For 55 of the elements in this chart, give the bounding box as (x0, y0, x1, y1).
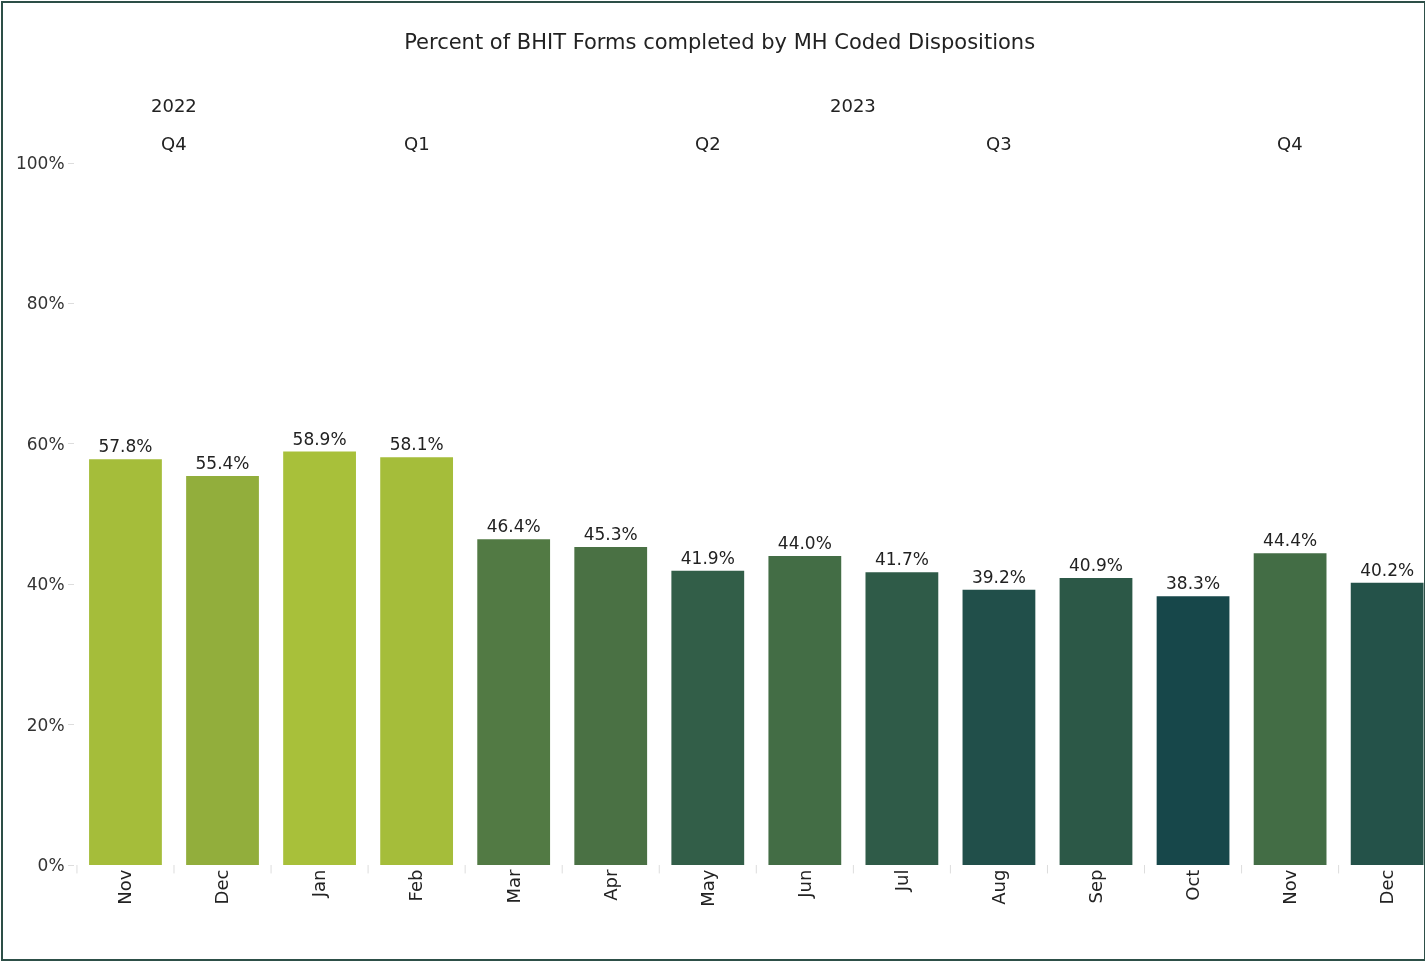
x-tick-label: Apr (599, 869, 621, 901)
data-label: 57.8% (98, 436, 153, 457)
chart-title: Percent of BHIT Forms completed by MH Coded Dispositions (404, 30, 1036, 55)
data-label: 40.2% (1360, 559, 1415, 580)
text: Q1 (404, 133, 430, 154)
data-label: 55.4% (195, 453, 250, 474)
y-tick-label: 0% (37, 854, 65, 875)
bar (380, 457, 454, 865)
bar (962, 589, 1036, 865)
x-tick-label: Sep (1084, 869, 1106, 904)
text: Q4 (161, 133, 187, 154)
bar (768, 556, 842, 865)
x-tick-label: Jan (308, 869, 330, 899)
text: Q2 (695, 133, 721, 154)
bar (89, 459, 162, 865)
data-label: 45.3% (583, 523, 638, 544)
y-tick-label: 60% (26, 433, 65, 454)
text: Q3 (986, 133, 1012, 154)
data-label: 58.1% (389, 434, 444, 455)
y-tick-label: 20% (26, 714, 65, 735)
bar (186, 476, 259, 865)
data-label: 40.9% (1068, 554, 1123, 575)
bar (1253, 553, 1327, 865)
x-tick-label: Dec (211, 869, 233, 905)
bar (1059, 577, 1133, 865)
data-label: 44.0% (777, 533, 832, 554)
x-tick-label: Dec (1376, 869, 1397, 905)
y-tick-label: 40% (26, 574, 65, 595)
bar (477, 539, 551, 865)
x-tick-label: Oct (1181, 869, 1203, 901)
x-tick-label: Aug (987, 869, 1009, 905)
text: Q4 (1277, 133, 1303, 154)
data-label: 44.4% (1263, 530, 1318, 551)
data-label: 58.9% (292, 428, 347, 449)
x-tick-label: Mar (502, 869, 524, 904)
y-tick-label: 80% (26, 293, 65, 314)
text: 2023 (830, 95, 876, 116)
data-label: 41.7% (874, 549, 929, 570)
data-label: 39.2% (971, 566, 1026, 587)
x-tick-label: Nov (1278, 869, 1300, 905)
data-label: 41.9% (680, 547, 735, 568)
x-tick-label: Feb (405, 869, 427, 902)
bar (283, 451, 356, 865)
text: 2022 (151, 95, 197, 116)
x-tick-label: May (696, 869, 718, 907)
data-label: 46.4% (486, 516, 541, 537)
bar (1156, 596, 1230, 865)
y-tick-label: 100% (15, 152, 65, 173)
bar (671, 570, 745, 865)
x-tick-label: Jul (890, 869, 912, 893)
data-label: 38.3% (1166, 573, 1221, 594)
bar (865, 572, 939, 865)
x-tick-label: Jun (793, 869, 815, 899)
bar (574, 546, 648, 865)
x-tick-label: Nov (114, 869, 136, 905)
